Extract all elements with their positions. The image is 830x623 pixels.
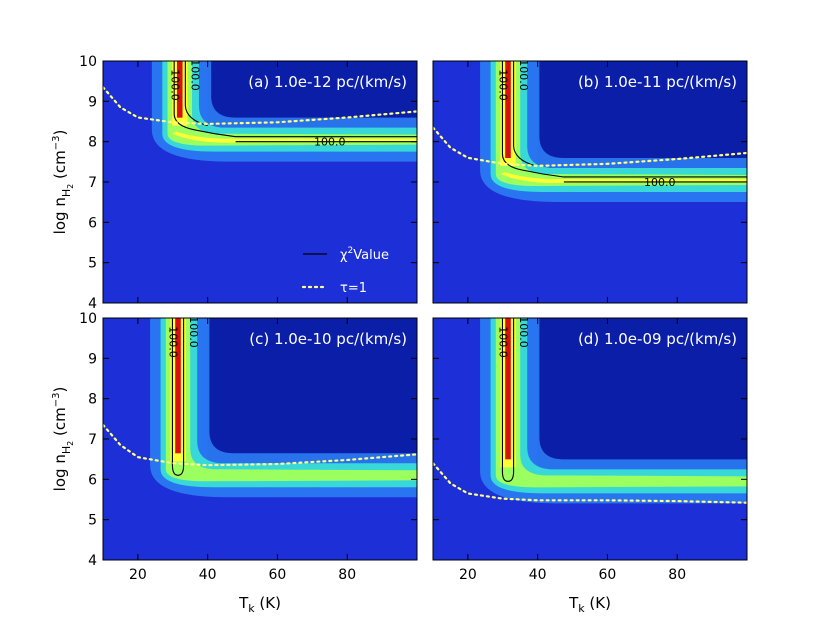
heatmap-red-core	[175, 318, 181, 454]
heatmap-red-core	[505, 318, 511, 460]
panel-b: 100.0 100.0 100.0	[433, 59, 747, 303]
contour-label: 100.0	[497, 69, 510, 101]
y-tick-label: 9	[88, 94, 97, 110]
panel-title: (a) 1.0e-12 pc/(km/s)	[248, 73, 407, 91]
y-tick-label: 5	[88, 256, 97, 272]
contour-label-upper: 100.0	[517, 316, 530, 348]
y-tick-label: 6	[88, 472, 97, 488]
heatmap-dark-region	[537, 61, 747, 168]
heatmap-dark-region	[537, 318, 747, 470]
contour-label-upper: 100.0	[187, 316, 200, 348]
contour-label-upper: 100.0	[517, 59, 530, 91]
x-tick-label: 20	[459, 567, 477, 583]
tau-line	[433, 126, 747, 167]
heatmap-green-band	[495, 61, 747, 186]
y-tick-label: 8	[88, 392, 97, 408]
y-tick-label: 5	[88, 513, 97, 529]
chi2-contour	[501, 61, 747, 183]
x-axis-label: Tk (K)	[238, 594, 281, 615]
heatmap-cyan-band	[162, 61, 417, 152]
x-tick-label: 60	[269, 567, 287, 583]
y-tick-label: 4	[88, 296, 97, 312]
chi2-contour	[173, 61, 417, 143]
heatmap-yellow-floor	[501, 171, 747, 183]
contour-label: 100.0	[497, 326, 510, 358]
tau-line	[103, 423, 417, 467]
legend-chi2-label: χ2Value	[340, 246, 389, 263]
panel-title: (b) 1.0e-11 pc/(km/s)	[578, 73, 737, 91]
heatmap-red-core	[505, 61, 511, 158]
x-tick-label: 80	[338, 567, 356, 583]
tau-line	[433, 462, 747, 504]
heatmap-halo	[480, 318, 747, 504]
panel-c: 100.0 100.0	[103, 316, 417, 560]
x-tick-label: 40	[199, 567, 217, 583]
panel-title: (d) 1.0e-09 pc/(km/s)	[578, 330, 737, 348]
chi2-contour	[171, 318, 185, 476]
x-tick-label: 80	[668, 567, 686, 583]
y-axis-label: log nH2 (cm−3)	[51, 130, 75, 235]
y-tick-label: 9	[88, 351, 97, 367]
x-tick-label: 60	[599, 567, 617, 583]
chi2-contour	[501, 318, 515, 482]
y-tick-label: 8	[88, 135, 97, 151]
heatmap-green-band	[495, 318, 747, 488]
x-axis-label: Tk (K)	[568, 594, 611, 615]
heatmap-halo	[150, 318, 417, 498]
contour-label: 100.0	[168, 69, 181, 101]
y-tick-label: 6	[88, 215, 97, 231]
heatmap-red-core	[176, 61, 183, 118]
tau-line	[103, 86, 417, 126]
legend-tau-label: τ=1	[340, 281, 367, 296]
panel-a: 100.0 100.0 100.0	[103, 59, 417, 303]
y-tick-label: 10	[79, 311, 97, 327]
contour-label-floor: 100.0	[644, 176, 676, 189]
y-tick-label: 7	[88, 175, 97, 191]
heatmap-dark-region	[207, 318, 417, 464]
panel-d: 100.0 100.0	[433, 316, 747, 560]
heatmap-halo	[480, 61, 747, 202]
y-axis-label: log nH2 (cm−3)	[51, 387, 75, 492]
y-tick-label: 7	[88, 432, 97, 448]
panel-title: (c) 1.0e-10 pc/(km/s)	[249, 330, 407, 348]
x-tick-label: 20	[129, 567, 147, 583]
heatmap-dark-region	[207, 61, 417, 128]
contour-label: 100.0	[167, 326, 180, 358]
contour-label-upper: 100.0	[189, 59, 202, 91]
x-tick-label: 40	[529, 567, 547, 583]
y-tick-label: 4	[88, 553, 97, 569]
contour-label-floor: 100.0	[314, 136, 346, 149]
y-tick-label: 10	[79, 54, 97, 70]
heatmap-yellow-floor	[172, 131, 417, 143]
